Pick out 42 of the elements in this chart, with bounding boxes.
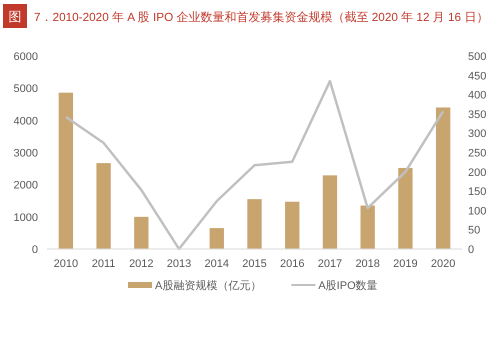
x-tick-label: 2017 [318, 258, 342, 270]
y2-tick-label: 0 [468, 244, 474, 256]
y-tick-label: 3000 [14, 148, 38, 160]
y2-tick-label: 400 [468, 90, 486, 102]
y2-tick-label: 500 [468, 51, 486, 63]
y2-tick-label: 450 [468, 70, 486, 82]
y2-tick-label: 250 [468, 148, 486, 160]
bar [58, 92, 74, 249]
x-tick-label: 2016 [280, 258, 304, 270]
y-tick-label: 2000 [14, 180, 38, 192]
x-tick-label: 2018 [355, 258, 380, 270]
x-tick-label: 2020 [430, 258, 456, 270]
x-tick-label: 2010 [54, 258, 78, 270]
bar [285, 202, 300, 249]
x-tick-label: 2011 [92, 258, 116, 270]
y2-tick-label: 300 [468, 128, 486, 140]
y2-tick-label: 200 [468, 166, 486, 179]
x-tick-label: 2019 [393, 258, 418, 270]
bar [210, 228, 224, 249]
y2-tick-label: 100 [468, 205, 486, 218]
legend-label: A股融资规模（亿元） [155, 280, 262, 292]
bar [360, 206, 375, 249]
chart-title: 图 7．2010-2020 年 A 股 IPO 企业数量和首发募集资金规模（截至 2020 年 12 月 16 日） [8, 9, 488, 24]
bar [398, 168, 413, 249]
bar [322, 175, 338, 249]
x-tick-label: 2015 [242, 258, 267, 270]
y-tick-label: 4000 [14, 115, 38, 128]
x-tick-label: 2012 [129, 258, 154, 270]
x-tick-label: 2014 [204, 258, 230, 270]
y2-tick-label: 50 [468, 224, 480, 237]
legend-label: A股IPO数量 [318, 280, 378, 292]
x-tick-label: 2013 [166, 258, 192, 270]
y-tick-label: 1000 [14, 212, 38, 224]
bar [96, 163, 111, 249]
bar [247, 199, 262, 249]
y-tick-label: 5000 [14, 83, 38, 96]
bar [436, 107, 450, 249]
bar [134, 216, 148, 249]
y2-tick-label: 350 [468, 108, 486, 121]
y2-tick-label: 150 [468, 186, 486, 198]
y-tick-label: 0 [32, 244, 38, 256]
y-tick-label: 6000 [14, 51, 38, 63]
